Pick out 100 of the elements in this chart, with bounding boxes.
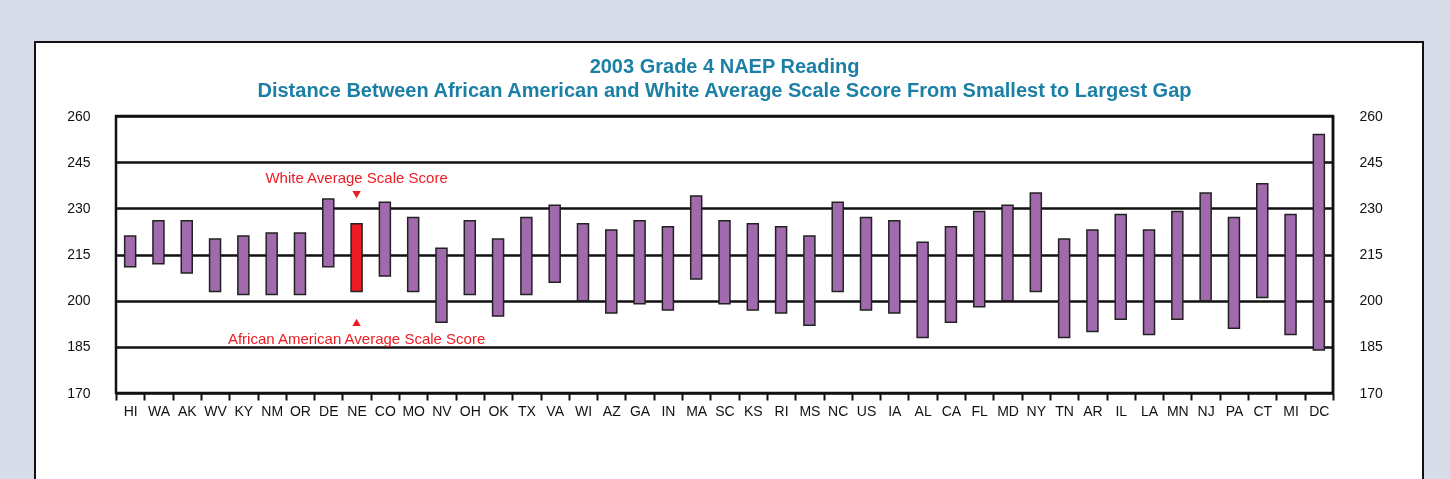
x-tick-label: WI xyxy=(574,402,593,419)
bar xyxy=(661,226,675,311)
x-tick-label: AK xyxy=(177,402,198,419)
x-tick-label: NV xyxy=(432,402,453,419)
x-tick-label: OR xyxy=(289,402,311,419)
x-tick-label: NE xyxy=(347,402,367,419)
x-tick-label: GA xyxy=(629,402,651,419)
bar xyxy=(208,238,222,293)
bar xyxy=(1227,216,1241,330)
x-tick-label: IA xyxy=(888,402,903,419)
bar xyxy=(916,241,929,339)
bar xyxy=(1114,213,1127,320)
x-tick-label: WA xyxy=(147,402,171,419)
x-tick-label: FL xyxy=(971,402,989,419)
y2-tick-label: 260 xyxy=(1359,107,1384,124)
y2-tick-label: 230 xyxy=(1359,199,1384,216)
y-tick-label: 260 xyxy=(67,107,91,124)
bar xyxy=(378,201,392,277)
x-tick-label: OK xyxy=(488,402,510,419)
x-tick-label: DE xyxy=(319,402,339,419)
bar xyxy=(689,195,703,280)
x-tick-label: PA xyxy=(1225,402,1244,419)
bar xyxy=(237,235,250,296)
bar xyxy=(1001,204,1014,302)
bar xyxy=(1312,133,1326,351)
x-tick-label: IN xyxy=(661,402,676,419)
x-tick-label: NJ xyxy=(1197,402,1215,419)
x-tick-label: NC xyxy=(828,402,849,419)
x-tick-label: AL xyxy=(914,402,932,419)
bar xyxy=(322,198,335,268)
x-tick-label: KY xyxy=(234,402,254,419)
bar xyxy=(293,232,307,296)
y2-tick-label: 215 xyxy=(1359,246,1384,262)
x-tick-label: VA xyxy=(546,402,565,419)
bar xyxy=(152,219,165,265)
x-tick-label: MD xyxy=(997,402,1019,419)
bar xyxy=(746,222,760,311)
x-tick-label: OH xyxy=(459,402,481,419)
x-tick-label: CA xyxy=(941,402,962,419)
bar xyxy=(831,201,844,293)
bar xyxy=(972,210,986,308)
bar xyxy=(859,216,873,311)
x-tick-label: IL xyxy=(1115,402,1128,419)
y2-tick-label: 200 xyxy=(1359,292,1384,309)
x-tick-label: AZ xyxy=(602,402,622,419)
bar xyxy=(180,219,194,274)
x-tick-label: MS xyxy=(799,402,821,419)
x-tick-label: KS xyxy=(743,402,763,419)
bar xyxy=(406,216,420,293)
y2-tick-label: 185 xyxy=(1359,338,1384,355)
y2-tick-label: 170 xyxy=(1359,384,1384,401)
x-tick-label: WV xyxy=(204,402,228,419)
annotation: White Average Scale Score xyxy=(265,168,448,186)
bar xyxy=(1142,229,1156,336)
x-tick-label: HI xyxy=(123,402,138,419)
bar xyxy=(1057,238,1071,339)
bar xyxy=(265,232,278,296)
x-tick-label: AR xyxy=(1083,402,1103,419)
x-tick-label: TX xyxy=(517,402,537,419)
bar xyxy=(1199,192,1212,302)
bar xyxy=(718,219,731,305)
y-tick-label: 245 xyxy=(67,153,91,170)
x-tick-label: MO xyxy=(402,402,426,419)
bar xyxy=(1284,213,1297,336)
bar xyxy=(888,219,901,314)
x-tick-label: US xyxy=(856,402,877,419)
bar xyxy=(803,235,816,327)
x-tick-label: CT xyxy=(1253,402,1273,419)
x-tick-label: RI xyxy=(774,402,789,419)
bar xyxy=(576,222,590,302)
bar xyxy=(633,219,646,305)
y-tick-label: 215 xyxy=(67,246,91,262)
bar xyxy=(1086,229,1099,333)
y-tick-label: 200 xyxy=(67,292,91,309)
bar xyxy=(435,247,448,323)
x-tick-label: NM xyxy=(261,402,284,419)
bar xyxy=(944,226,958,323)
x-tick-label: DC xyxy=(1309,402,1330,419)
bar xyxy=(1171,210,1184,320)
bar xyxy=(350,222,363,293)
x-tick-label: CO xyxy=(374,402,396,419)
bar xyxy=(1029,192,1043,293)
annotation: African American Average Scale Score xyxy=(227,330,486,348)
bar xyxy=(548,204,561,283)
x-tick-label: SC xyxy=(715,402,735,419)
x-tick-label: MA xyxy=(686,402,708,419)
y-tick-label: 230 xyxy=(67,199,91,216)
chart-subtitle: Distance Between African American and White Average Scale Score From Smallest to Largest Gap xyxy=(257,79,1192,101)
y-tick-label: 185 xyxy=(67,338,91,355)
bar xyxy=(605,229,618,314)
x-tick-label: LA xyxy=(1140,402,1159,419)
bar xyxy=(520,216,533,296)
bar xyxy=(774,226,788,314)
x-tick-label: NY xyxy=(1026,402,1047,419)
y2-tick-label: 245 xyxy=(1359,153,1384,170)
bar xyxy=(1255,182,1269,299)
bar xyxy=(463,219,477,296)
x-tick-label: TN xyxy=(1055,402,1074,419)
x-tick-label: MI xyxy=(1283,402,1299,419)
bar xyxy=(491,238,505,317)
